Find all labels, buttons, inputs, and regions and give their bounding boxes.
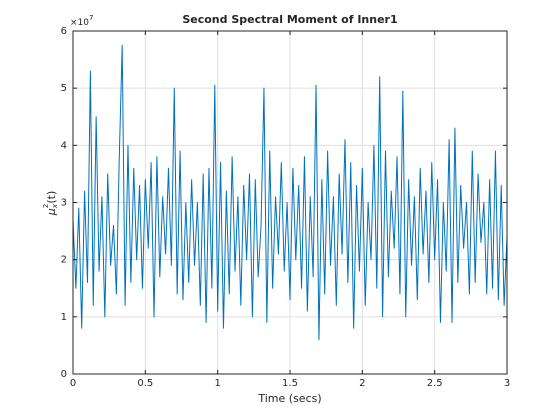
chart-title: Second Spectral Moment of Inner1	[182, 13, 397, 26]
y-label-sup: 2	[42, 204, 50, 208]
y-tick-label: 2	[61, 255, 67, 266]
x-tick-label: 1	[214, 378, 220, 389]
y-tick-label: 6	[61, 26, 67, 37]
y-tick-label: 5	[61, 83, 67, 94]
y-label-rest: (t)	[45, 191, 58, 204]
x-tick-label: 2	[359, 378, 365, 389]
y-label-base: μ	[45, 208, 58, 216]
y-tick-label: 4	[61, 140, 67, 151]
y-axis-label: μx2(t)	[42, 191, 59, 217]
y-tick-label: 0	[61, 369, 67, 380]
x-tick-label: 2.5	[427, 378, 443, 389]
x-axis-label: Time (secs)	[257, 392, 321, 405]
x-tick-label: 0	[70, 378, 76, 389]
y-label-sub: x	[51, 203, 59, 209]
y-tick-label: 1	[61, 312, 67, 323]
y-multiplier-exp: 7	[89, 14, 93, 22]
y-multiplier-base: ×10	[70, 18, 89, 28]
x-tick-label: 3	[504, 378, 510, 389]
x-tick-label: 1.5	[282, 378, 298, 389]
x-tick-label: 0.5	[137, 378, 153, 389]
y-multiplier: ×107	[70, 14, 93, 28]
data-line	[72, 44, 508, 341]
y-tick-label: 3	[61, 198, 67, 209]
